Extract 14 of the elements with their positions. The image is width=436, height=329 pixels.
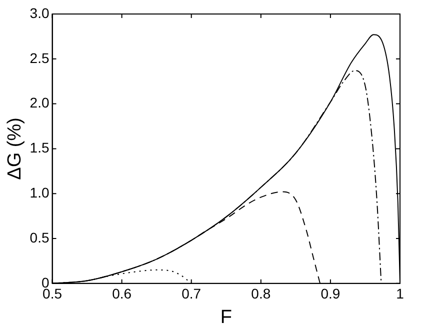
x-tick-label: 0.7 (182, 286, 202, 302)
y-tick-label: 0 (41, 274, 50, 290)
x-tick-label: 1 (396, 286, 404, 302)
x-tick-label: 0.6 (112, 286, 132, 302)
x-tick-label: 0.9 (320, 286, 340, 302)
y-tick-label: 1.5 (30, 140, 50, 156)
x-axis-title: F (220, 306, 232, 328)
y-axis-title: ΔG (%) (4, 118, 26, 180)
x-tick-label: 0.8 (251, 286, 271, 302)
y-tick-label: 1.0 (30, 184, 50, 200)
y-tick-label: 3.0 (30, 4, 50, 21)
y-tick-label: 2.0 (30, 94, 50, 111)
y-tick-label: 0.5 (30, 229, 50, 246)
y-tick-label: 2.5 (30, 50, 50, 66)
